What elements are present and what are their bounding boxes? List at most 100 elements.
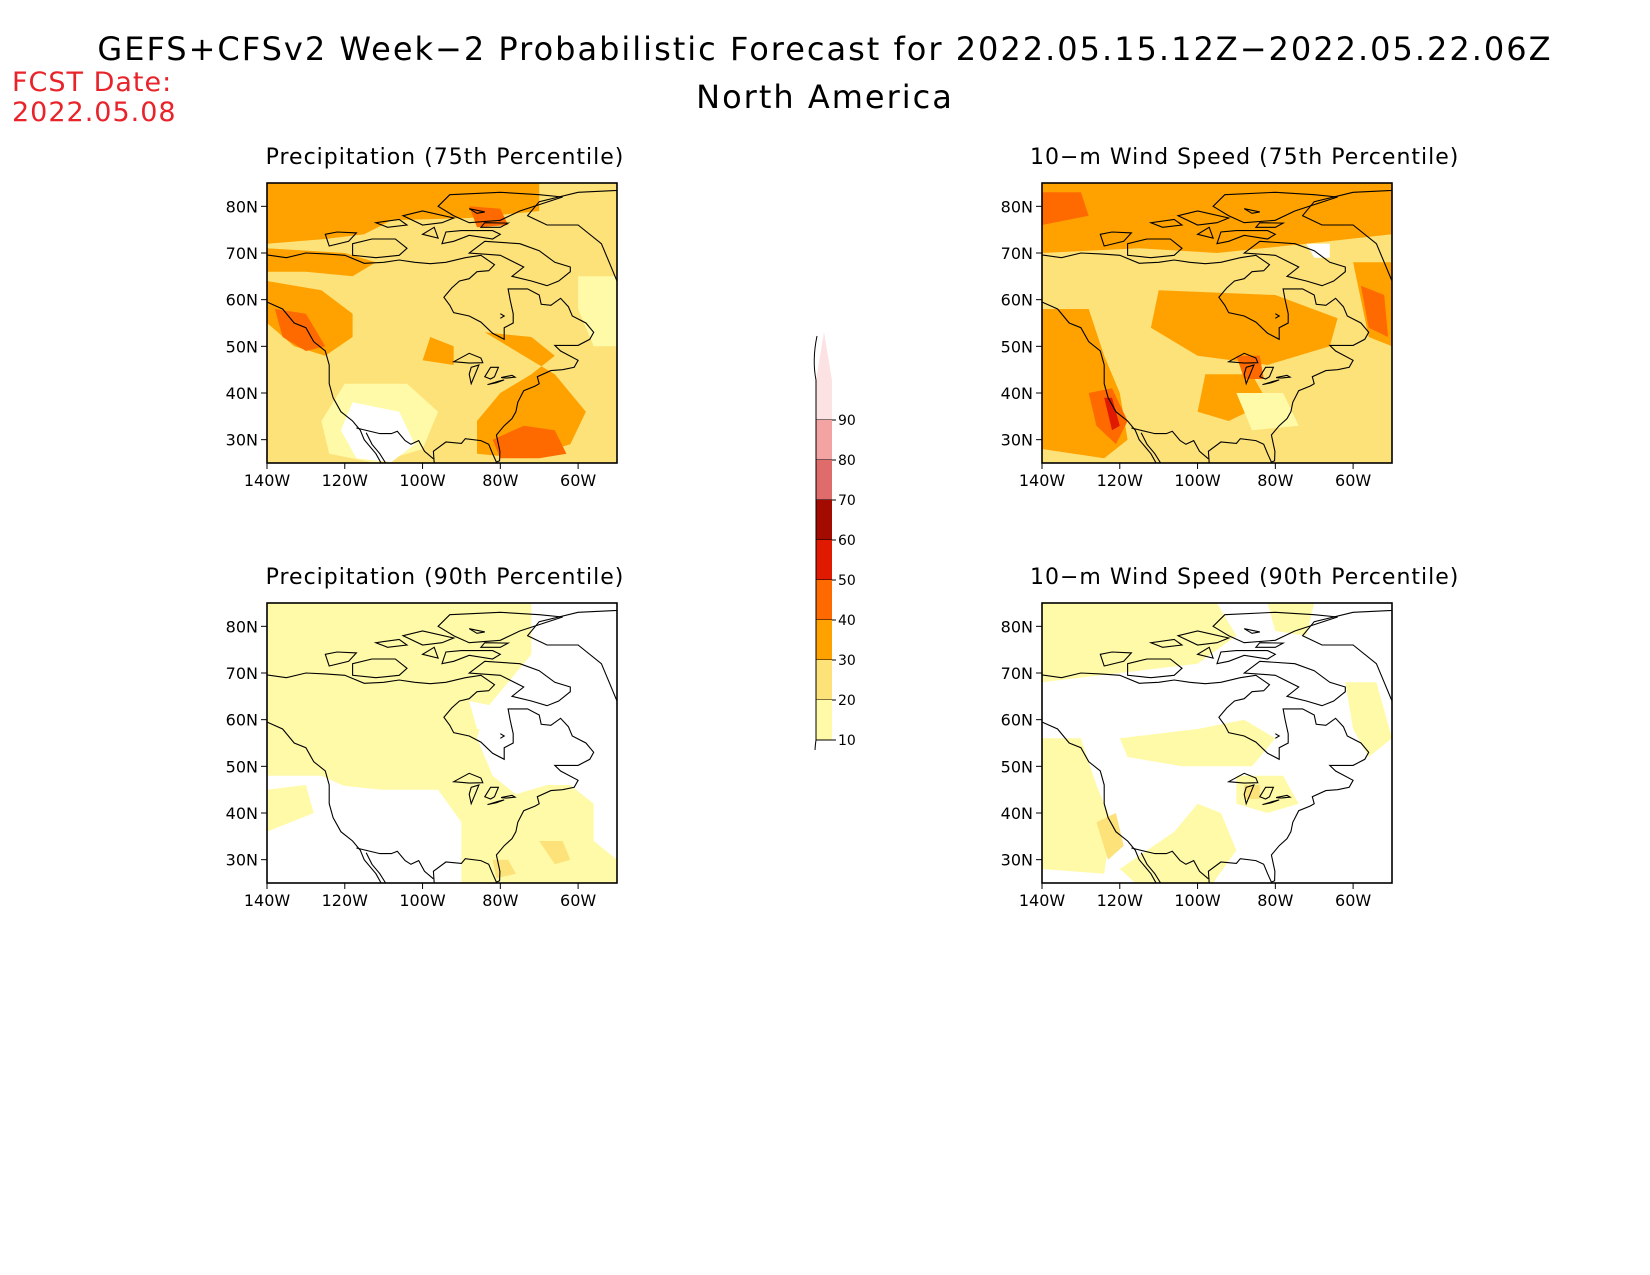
island-outline bbox=[441, 230, 502, 245]
island-outline bbox=[1242, 240, 1346, 287]
coastline bbox=[1140, 852, 1162, 883]
island-outline bbox=[1099, 651, 1133, 667]
colorbar-swatch bbox=[816, 540, 832, 580]
lon-tick-label: 80W bbox=[482, 471, 518, 490]
island-outline bbox=[467, 240, 571, 287]
colorbar-swatch bbox=[816, 620, 832, 660]
lat-tick-label: 70N bbox=[1001, 244, 1033, 263]
coastline bbox=[500, 313, 506, 319]
probability-region bbox=[1042, 603, 1237, 683]
lon-tick-label: 80W bbox=[1257, 471, 1293, 490]
lon-tick-label: 140W bbox=[244, 471, 291, 490]
lake-outline bbox=[1258, 366, 1275, 380]
island-outline bbox=[1243, 628, 1260, 634]
island-outline bbox=[1176, 630, 1231, 646]
lon-tick-label: 80W bbox=[482, 891, 518, 910]
coastline bbox=[1042, 301, 1157, 463]
panel-wind-90: 10−m Wind Speed (90th Percentile) 140W 12… bbox=[1001, 565, 1460, 965]
forecast-date-value: 2022.05.08 bbox=[12, 97, 177, 128]
lon-tick-label: 140W bbox=[1019, 471, 1066, 490]
coastlines bbox=[1042, 189, 1392, 463]
colorbar: 90 80 70 60 50 40 30 20 10 bbox=[813, 332, 856, 750]
probability-region bbox=[1119, 719, 1276, 767]
panel-wind-75: 10−m Wind Speed (75th Percentile) 140W 12… bbox=[1001, 145, 1460, 545]
lake-outline bbox=[1275, 374, 1292, 379]
probability-region bbox=[267, 603, 617, 883]
island-outline bbox=[1176, 210, 1231, 226]
lon-tick-label: 100W bbox=[399, 891, 446, 910]
lake-outline bbox=[468, 784, 480, 806]
lake-outline bbox=[1226, 352, 1259, 364]
coastlines bbox=[267, 189, 617, 463]
map-frame bbox=[1041, 602, 1393, 884]
coastline bbox=[1140, 432, 1162, 463]
shaded-regions bbox=[1042, 603, 1392, 883]
probability-region bbox=[267, 785, 314, 832]
probability-region bbox=[1360, 285, 1389, 337]
coastline bbox=[356, 427, 434, 460]
colorbar-swatch bbox=[816, 660, 832, 700]
probability-region bbox=[1236, 393, 1299, 431]
lat-tick-label: 40N bbox=[1001, 804, 1033, 823]
island-outline bbox=[1148, 218, 1184, 228]
lat-tick-label: 30N bbox=[226, 851, 258, 870]
lon-tick-label: 60W bbox=[560, 891, 596, 910]
lake-outline bbox=[451, 772, 484, 784]
probability-region bbox=[469, 701, 501, 729]
coastline bbox=[1042, 252, 1370, 463]
colorbar-swatch bbox=[816, 580, 832, 620]
probability-region bbox=[1267, 603, 1315, 636]
coastline bbox=[365, 432, 387, 463]
island-outline bbox=[1212, 611, 1338, 644]
island-outline bbox=[1127, 238, 1183, 259]
panel-title: 10−m Wind Speed (90th Percentile) bbox=[1030, 565, 1460, 590]
island-outline bbox=[437, 611, 563, 644]
main-title: GEFS+CFSv2 Week−2 Probabilistic Forecast… bbox=[97, 30, 1553, 68]
lon-tick-label: 100W bbox=[1174, 891, 1221, 910]
lake-outline bbox=[483, 786, 500, 800]
panel-title: 10−m Wind Speed (75th Percentile) bbox=[1030, 145, 1460, 170]
colorbar-swatch bbox=[816, 700, 832, 740]
lat-tick-label: 60N bbox=[1001, 291, 1033, 310]
probability-region bbox=[1042, 192, 1089, 225]
panel-title: Precipitation (75th Percentile) bbox=[265, 145, 625, 170]
island-outline bbox=[479, 222, 511, 228]
lat-tick-label: 70N bbox=[1001, 664, 1033, 683]
lat-tick-label: 60N bbox=[226, 291, 258, 310]
island-outline bbox=[437, 191, 563, 224]
island-outline bbox=[401, 210, 456, 226]
lon-tick-label: 60W bbox=[560, 471, 596, 490]
lon-tick-label: 60W bbox=[1335, 891, 1371, 910]
lon-tick-label: 120W bbox=[322, 891, 369, 910]
shaded-regions bbox=[267, 603, 617, 883]
coastline bbox=[267, 252, 595, 463]
lon-tick-label: 100W bbox=[1174, 471, 1221, 490]
lat-tick-label: 30N bbox=[226, 431, 258, 450]
coastline bbox=[267, 721, 382, 883]
lake-outline bbox=[487, 799, 505, 806]
probability-region bbox=[313, 785, 454, 883]
shaded-regions bbox=[267, 183, 617, 463]
lake-outline bbox=[1275, 794, 1292, 799]
coastline bbox=[1275, 733, 1281, 739]
lat-tick-label: 80N bbox=[1001, 617, 1033, 636]
lon-tick-label: 100W bbox=[399, 471, 446, 490]
probability-region bbox=[1244, 785, 1260, 799]
colorbar-swatch bbox=[816, 380, 832, 420]
region-subtitle: North America bbox=[696, 78, 954, 116]
coastline bbox=[1131, 847, 1209, 880]
lake-outline bbox=[1262, 379, 1280, 386]
greenland-outline bbox=[526, 189, 617, 282]
lon-tick-label: 120W bbox=[1097, 891, 1144, 910]
lat-tick-label: 70N bbox=[226, 244, 258, 263]
island-outline bbox=[401, 630, 456, 646]
colorbar-label: 90 bbox=[838, 413, 856, 429]
lat-tick-label: 80N bbox=[226, 197, 258, 216]
lon-tick-label: 120W bbox=[322, 471, 369, 490]
lake-outline bbox=[500, 374, 517, 379]
island-outline bbox=[468, 628, 485, 634]
probability-region bbox=[539, 841, 571, 865]
probability-region bbox=[492, 425, 567, 459]
forecast-date-label: FCST Date: bbox=[12, 67, 173, 98]
panel-title: Precipitation (90th Percentile) bbox=[265, 565, 625, 590]
